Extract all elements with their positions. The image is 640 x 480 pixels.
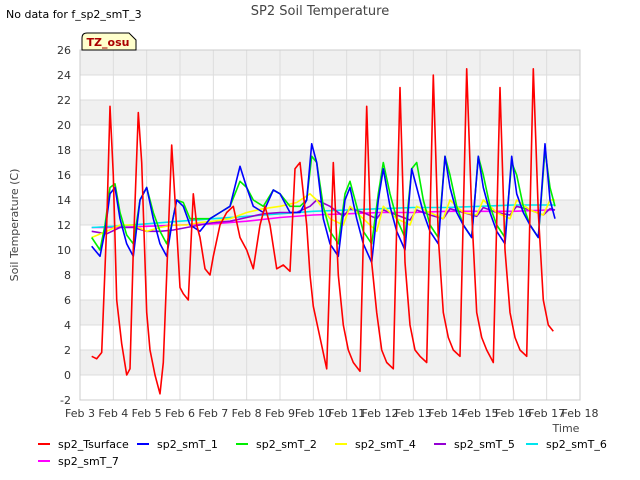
x-tick-label: Feb 3 [65, 407, 95, 420]
x-tick-label: Feb 9 [265, 407, 295, 420]
x-tick-label: Feb 15 [462, 407, 499, 420]
y-tick-label: 8 [64, 269, 71, 282]
series-layer [91, 68, 556, 395]
x-tick-label: Feb 16 [495, 407, 532, 420]
legend-label: sp2_smT_4 [355, 438, 416, 451]
x-tick-label: Feb 14 [428, 407, 465, 420]
x-tick-label: Feb 8 [232, 407, 262, 420]
background-band [80, 200, 580, 225]
legend-label: sp2_smT_2 [256, 438, 317, 451]
x-tick-label: Feb 4 [98, 407, 128, 420]
tz-badge-label: TZ_osu [87, 36, 130, 49]
legend-item-sp2_smT_5: sp2_smT_5 [434, 438, 515, 451]
legend-item-sp2_Tsurface: sp2_Tsurface [38, 438, 129, 451]
y-tick-label: 6 [64, 294, 71, 307]
background-band [80, 175, 580, 200]
y-tick-label: 2 [64, 344, 71, 357]
y-tick-label: 22 [57, 94, 71, 107]
background-band [80, 50, 580, 75]
series-line-sp2_smT_1 [91, 143, 556, 264]
y-tick-label: 20 [57, 119, 71, 132]
legend-label: sp2_Tsurface [58, 438, 129, 451]
series-line-sp2_Tsurface [91, 68, 554, 395]
legend-item-sp2_smT_2: sp2_smT_2 [236, 438, 317, 451]
y-tick-label: 10 [57, 244, 71, 257]
legend-item-sp2_smT_4: sp2_smT_4 [335, 438, 416, 451]
no-data-note: No data for f_sp2_smT_3 [6, 8, 142, 21]
background-band [80, 375, 580, 400]
x-tick-label: Feb 10 [295, 407, 332, 420]
y-tick-label: 26 [57, 44, 71, 57]
y-tick-label: 14 [57, 194, 71, 207]
x-tick-label: Feb 13 [395, 407, 432, 420]
x-tick-label: Feb 12 [362, 407, 399, 420]
y-tick-label: 24 [57, 69, 71, 82]
x-tick-label: Feb 11 [328, 407, 365, 420]
chart-title: SP2 Soil Temperature [251, 4, 389, 19]
x-tick-label: Feb 5 [132, 407, 162, 420]
series-line-sp2_smT_4 [91, 193, 555, 239]
legend-label: sp2_smT_6 [546, 438, 607, 451]
x-tick-label: Feb 6 [165, 407, 195, 420]
x-tick-label: Feb 17 [528, 407, 565, 420]
x-tick-label: Feb 18 [562, 407, 599, 420]
tz-badge: TZ_osu [81, 32, 137, 51]
legend-item-sp2_smT_1: sp2_smT_1 [137, 438, 218, 451]
y-tick-label: 18 [57, 144, 71, 157]
legend-label: sp2_smT_5 [454, 438, 515, 451]
background-band [80, 150, 580, 175]
y-tick-label: 16 [57, 169, 71, 182]
legend-item-sp2_smT_7: sp2_smT_7 [38, 455, 119, 468]
y-axis-label: Soil Temperature (C) [8, 169, 21, 282]
legend-label: sp2_smT_1 [157, 438, 218, 451]
x-axis-ticks: Feb 3 Feb 4 Feb 5 Feb 6 Feb 7 Feb 8 Feb 9 Feb 1… [65, 407, 598, 420]
series-line-sp2_smT_2 [91, 149, 556, 251]
background-band [80, 100, 580, 125]
background-band [80, 125, 580, 150]
background-band [80, 325, 580, 350]
y-tick-label: 4 [64, 319, 71, 332]
legend: sp2_Tsurface sp2_smT_1 sp2_smT_2 sp2_smT_4 s… [38, 438, 607, 468]
legend-item-sp2_smT_6: sp2_smT_6 [526, 438, 607, 451]
y-tick-label: -2 [60, 394, 71, 407]
background-band [80, 300, 580, 325]
x-tick-label: Feb 7 [198, 407, 228, 420]
y-tick-label: 0 [64, 369, 71, 382]
y-tick-label: 12 [57, 219, 71, 232]
background-band [80, 75, 580, 100]
x-axis-label: Time [552, 422, 580, 435]
tz-badge-shape [81, 32, 137, 51]
plot-frame [79, 49, 581, 401]
legend-label: sp2_smT_7 [58, 455, 119, 468]
